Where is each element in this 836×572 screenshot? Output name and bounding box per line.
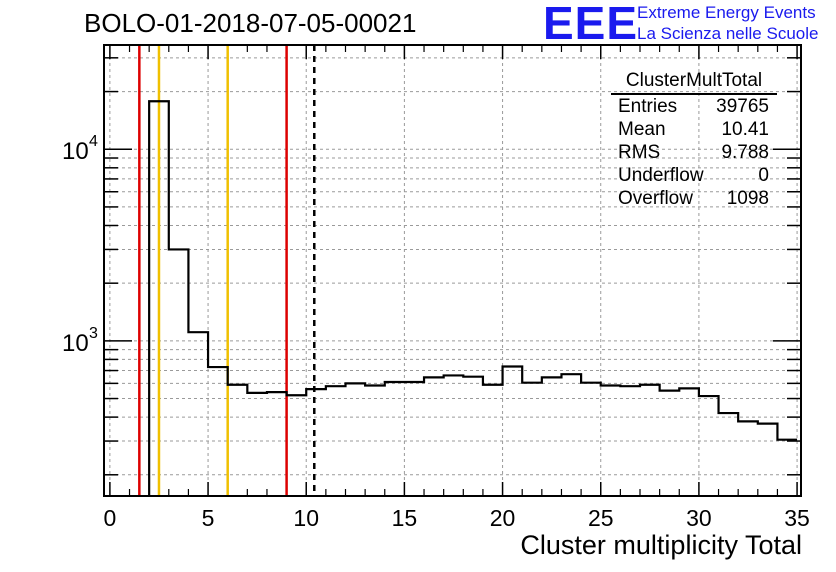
stats-value: 0	[758, 165, 769, 186]
stats-row: Entries 39765	[611, 95, 777, 118]
stats-row: Underflow 0	[611, 164, 777, 187]
logo-line-2: La Scienza nelle Scuole	[637, 24, 819, 43]
x-tick-label: 0	[103, 505, 116, 531]
eee-logo: EEE	[543, 0, 639, 49]
x-tick-label: 30	[686, 505, 712, 531]
stats-label: Underflow	[618, 165, 704, 186]
histogram-bins	[148, 100, 798, 496]
grid-lines	[104, 45, 801, 496]
x-tick-label: 10	[293, 505, 319, 531]
histogram-outline	[148, 100, 798, 496]
stats-label: Mean	[618, 119, 666, 140]
y-tick-label: 10 3	[62, 325, 98, 357]
stats-title: ClusterMultTotal	[611, 70, 777, 95]
stats-label: Entries	[618, 96, 678, 117]
y-tick-exponent: 3	[89, 325, 98, 342]
x-tick-label: 35	[784, 505, 810, 531]
stats-value: 10.41	[721, 119, 769, 140]
stats-rows: Entries 39765 Mean 10.41 RMS 9.788 Underflow 0 O…	[611, 95, 777, 210]
stats-box: ClusterMultTotal Entries 39765 Mean 10.41 RM…	[611, 70, 777, 210]
logo-line-1: Extreme Energy Events	[637, 3, 816, 22]
stats-value: 1098	[726, 188, 769, 209]
x-tick-label: 15	[392, 505, 418, 531]
plot-frame	[103, 44, 802, 497]
y-tick-exponent: 4	[89, 133, 98, 150]
y-tick-base: 10	[62, 138, 89, 165]
y-tick-label: 10 4	[62, 133, 98, 165]
stats-value: 9.788	[721, 142, 769, 163]
stats-row: Overflow 1098	[611, 187, 777, 210]
chart-title: BOLO-01-2018-07-05-00021	[84, 8, 417, 38]
x-tick-label: 5	[202, 505, 215, 531]
stats-label: RMS	[618, 142, 661, 163]
x-tick-label: 20	[490, 505, 516, 531]
x-axis-label: Cluster multiplicity Total	[520, 530, 802, 560]
stats-row: Mean 10.41	[611, 118, 777, 141]
stats-label: Overflow	[618, 188, 693, 209]
stats-row: RMS 9.788	[611, 141, 777, 164]
x-tick-label: 25	[588, 505, 614, 531]
stats-value: 39765	[716, 96, 769, 117]
y-tick-base: 10	[62, 330, 89, 357]
marker-lines	[138, 45, 316, 496]
